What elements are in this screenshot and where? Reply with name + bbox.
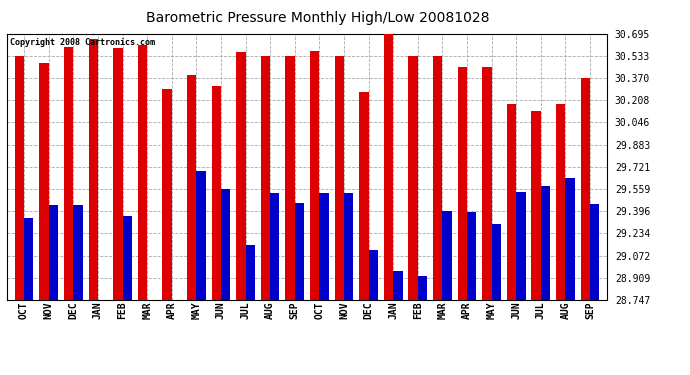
Bar — [261, 56, 270, 300]
Bar — [590, 204, 600, 300]
Bar — [236, 52, 246, 300]
Bar — [482, 67, 491, 300]
Bar — [541, 186, 550, 300]
Bar — [442, 211, 452, 300]
Bar — [359, 92, 368, 300]
Bar — [335, 56, 344, 300]
Text: Barometric Pressure Monthly High/Low 20081028: Barometric Pressure Monthly High/Low 200… — [146, 11, 489, 25]
Bar — [580, 78, 590, 300]
Bar — [408, 56, 417, 300]
Bar — [88, 39, 98, 300]
Bar — [123, 216, 132, 300]
Bar — [491, 224, 501, 300]
Bar — [310, 51, 319, 300]
Bar — [384, 34, 393, 300]
Bar — [221, 189, 230, 300]
Bar — [393, 271, 402, 300]
Bar — [24, 217, 34, 300]
Bar — [565, 178, 575, 300]
Bar — [531, 111, 541, 300]
Bar — [556, 104, 565, 300]
Bar — [457, 67, 467, 300]
Bar — [270, 193, 279, 300]
Bar — [368, 251, 378, 300]
Bar — [507, 104, 516, 300]
Bar — [187, 75, 197, 300]
Bar — [212, 86, 221, 300]
Bar — [49, 205, 58, 300]
Bar — [39, 63, 49, 300]
Bar — [467, 212, 476, 300]
Bar — [197, 171, 206, 300]
Bar — [14, 56, 24, 300]
Bar — [516, 192, 526, 300]
Bar — [344, 193, 353, 300]
Bar — [417, 276, 427, 300]
Bar — [113, 48, 123, 300]
Bar — [433, 56, 442, 300]
Bar — [246, 245, 255, 300]
Bar — [73, 205, 83, 300]
Bar — [286, 56, 295, 300]
Bar — [64, 47, 73, 300]
Bar — [162, 89, 172, 300]
Bar — [138, 45, 147, 300]
Bar — [319, 193, 328, 300]
Text: Copyright 2008 Cartronics.com: Copyright 2008 Cartronics.com — [10, 38, 155, 47]
Bar — [295, 202, 304, 300]
